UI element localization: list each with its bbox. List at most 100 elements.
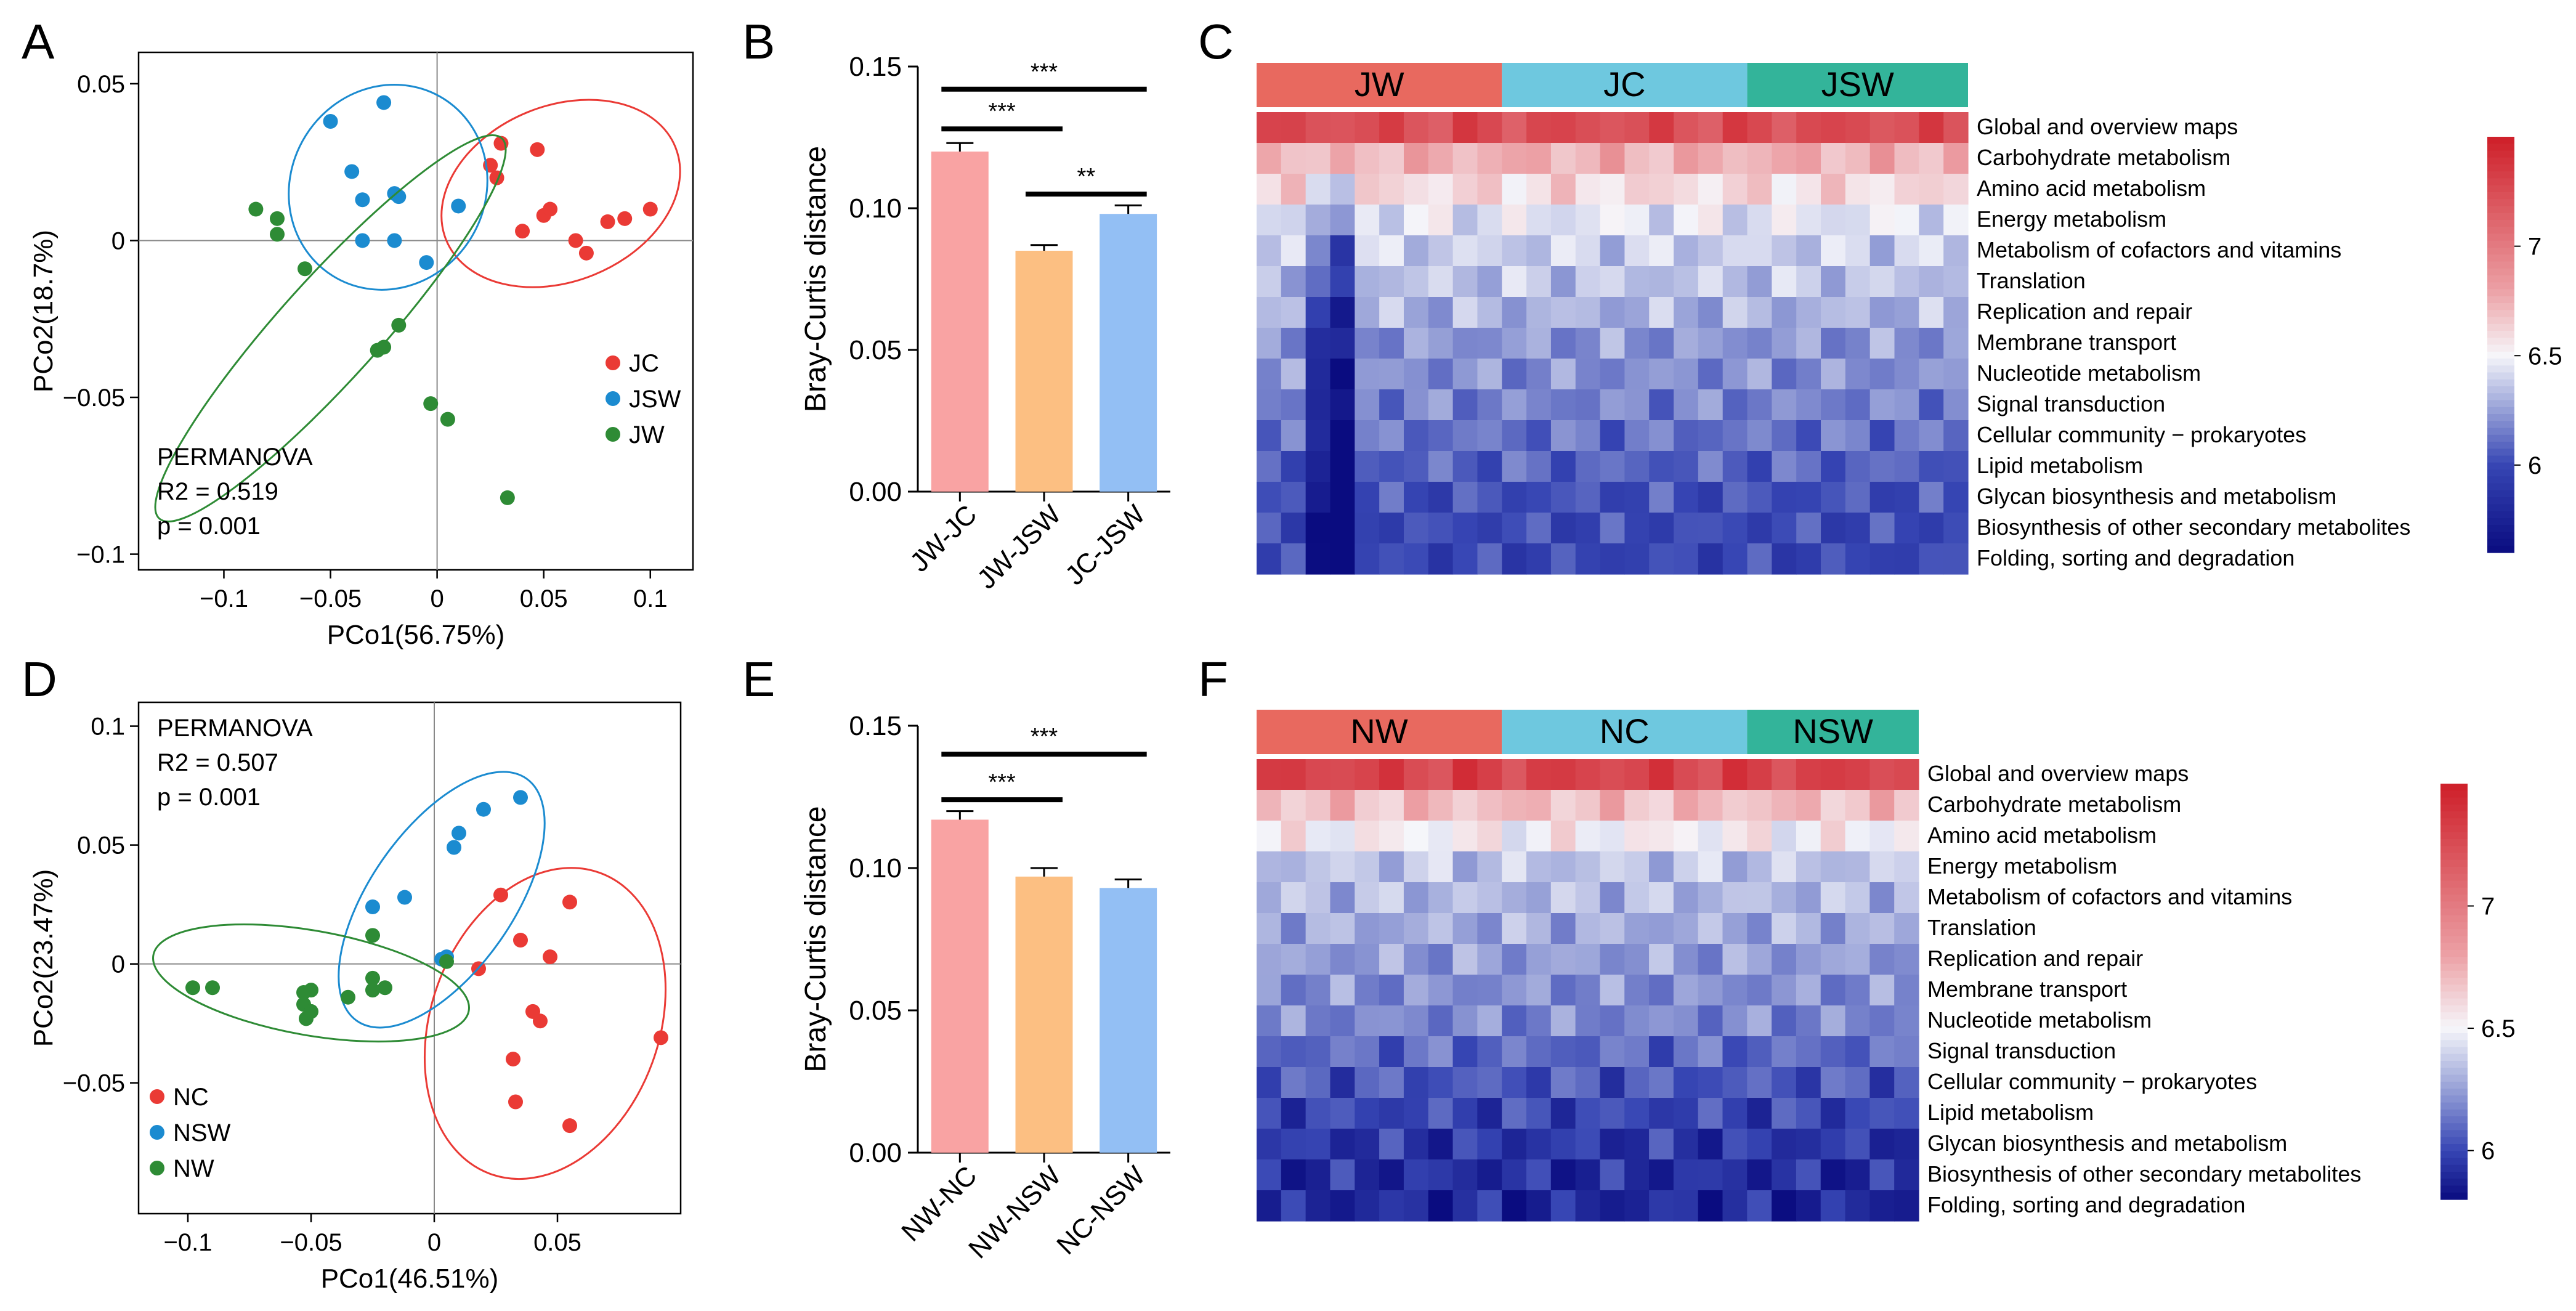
colorbar-step — [2440, 825, 2468, 833]
plot-frame — [137, 51, 694, 571]
heatmap-cell — [1403, 389, 1429, 421]
colorbar-step — [2440, 1081, 2468, 1089]
colorbar-step — [2487, 248, 2514, 255]
group-label-JSW: JSW — [1821, 65, 1894, 104]
colorbar-step — [2487, 379, 2514, 387]
heatmap-cell — [1477, 420, 1502, 452]
heatmap-cell — [1403, 1129, 1429, 1160]
heatmap-cell — [1477, 790, 1502, 821]
heatmap-cell — [1257, 420, 1282, 452]
heatmap-cell — [1649, 821, 1674, 852]
heatmap-cell — [1257, 235, 1282, 267]
heatmap-cell — [1673, 1067, 1699, 1098]
heatmap-cell — [1600, 1067, 1625, 1098]
heatmap-cell — [1796, 913, 1821, 944]
heatmap-cell — [1747, 1098, 1772, 1129]
heatmap-cell — [1526, 1159, 1552, 1191]
heatmap-cell — [1674, 482, 1699, 513]
heatmap-cell — [1698, 1036, 1723, 1068]
heatmap-cell — [1281, 790, 1306, 821]
heatmap-cell — [1550, 1098, 1576, 1129]
heatmap-cell — [1600, 359, 1626, 390]
x-axis-label: PCo1(46.51%) — [321, 1264, 499, 1294]
heatmap-cell — [1674, 513, 1699, 544]
point-NW — [205, 980, 220, 996]
heatmap-cell — [1624, 297, 1650, 328]
heatmap-cell — [1428, 1190, 1454, 1222]
heatmap-cell — [1403, 790, 1429, 821]
heatmap-cell — [1355, 328, 1380, 359]
heatmap-cell — [1845, 790, 1870, 821]
heatmap-cell — [1452, 297, 1478, 328]
heatmap-cell — [1722, 543, 1748, 575]
colorbar-step — [2487, 171, 2514, 179]
heatmap-cell — [1772, 1129, 1797, 1160]
heatmap-cell — [1428, 174, 1454, 205]
heatmap-cell — [1722, 235, 1748, 267]
permanova-text: R2 = 0.519 — [157, 478, 278, 505]
heatmap-cell — [1452, 543, 1478, 575]
colorbar-step — [2487, 178, 2514, 186]
heatmap-cell — [1452, 1129, 1478, 1160]
group-bar-NW — [1257, 710, 1502, 754]
colorbar-step — [2440, 1192, 2468, 1200]
colorbar-step — [2487, 261, 2514, 269]
heatmap-cell — [1477, 543, 1502, 575]
heatmap-cell — [1820, 1190, 1846, 1222]
heatmap-cell — [1894, 1098, 1919, 1129]
heatmap-cell — [1477, 112, 1502, 144]
heatmap-cell — [1796, 328, 1821, 359]
heatmap-cell — [1477, 851, 1502, 883]
heatmap-cell — [1894, 821, 1919, 852]
colorbar-step — [2440, 1151, 2468, 1159]
heatmap-cell — [1845, 297, 1871, 328]
plot-frame — [137, 701, 682, 1215]
heatmap-cell — [1305, 328, 1331, 359]
heatmap-cell — [1452, 821, 1478, 852]
colorbar-step — [2487, 448, 2514, 457]
heatmap-cell — [1772, 174, 1797, 205]
colorbar-step — [2487, 137, 2514, 144]
heatmap-cell — [1257, 790, 1282, 821]
point-NC — [508, 1094, 523, 1110]
heatmap-cell — [1526, 143, 1552, 174]
heatmap-cell — [1379, 143, 1404, 174]
y-tick-label: 0.1 — [91, 713, 125, 741]
heatmap-cell — [1845, 882, 1870, 914]
heatmap-cell — [1379, 913, 1404, 944]
heatmap-cell — [1943, 205, 1969, 236]
x-tick-label: −0.1 — [200, 585, 248, 612]
heatmap-cell — [1600, 790, 1625, 821]
heatmap-cell — [1355, 174, 1380, 205]
heatmap-cell — [1550, 328, 1576, 359]
heatmap-cell — [1575, 543, 1601, 575]
point-JW — [423, 396, 439, 412]
heatmap-cell — [1550, 266, 1576, 298]
heatmap-cell — [1796, 851, 1821, 883]
heatmap-cell — [1722, 821, 1748, 852]
point-NC — [654, 1030, 668, 1045]
heatmap-cell — [1894, 420, 1919, 452]
y-tick-label: −0.05 — [63, 384, 125, 412]
point-JSW — [451, 198, 466, 214]
heatmap-cells — [1257, 112, 1969, 575]
y-tick-label: 0.15 — [849, 52, 902, 82]
heatmap-cell — [1869, 1129, 1895, 1160]
heatmap-cell — [1550, 112, 1576, 144]
heatmap-cell — [1281, 759, 1306, 790]
heatmap-cell — [1575, 205, 1601, 236]
x-tick-label: JW-JSW — [971, 499, 1067, 595]
x-tick-label: 0 — [430, 585, 444, 612]
heatmap-cell — [1428, 944, 1454, 975]
heatmap-cell — [1894, 389, 1919, 421]
heatmap-cell — [1869, 205, 1895, 236]
colorbar-step — [2487, 303, 2514, 310]
heatmap-cell — [1305, 543, 1331, 575]
heatmap-cell — [1575, 1098, 1601, 1129]
heatmap-cell — [1502, 266, 1527, 298]
heatmap-cell — [1257, 143, 1282, 174]
colorbar-step — [2440, 922, 2468, 930]
colorbar-step — [2440, 943, 2468, 951]
heatmap-cell — [1845, 266, 1871, 298]
heatmap-cell — [1305, 882, 1331, 914]
